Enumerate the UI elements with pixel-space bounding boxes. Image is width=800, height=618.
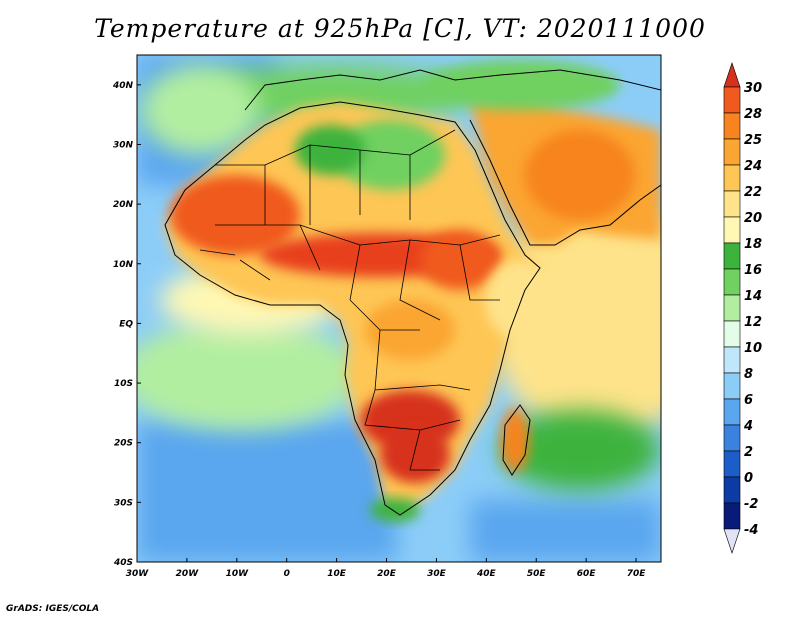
colorbar-swatch (723, 450, 741, 478)
colorbar-label: -4 (744, 523, 758, 538)
colorbar-label: 12 (744, 315, 762, 330)
colorbar-label: 22 (744, 185, 762, 200)
colorbar-swatch (723, 268, 741, 296)
colorbar-label: 6 (744, 393, 753, 408)
colorbar-swatch (723, 320, 741, 348)
green-libya (295, 125, 365, 175)
colorbar-swatch (723, 190, 741, 218)
hot-arabia (525, 130, 635, 220)
colorbar-label: 8 (744, 367, 753, 382)
green-south-indian (500, 410, 660, 490)
x-tick-label: 20W (176, 569, 200, 579)
y-tick-label: 20N (113, 200, 134, 210)
colorbar-swatch (723, 242, 741, 270)
cold-south-atlantic (137, 420, 397, 562)
colorbar-swatch (723, 112, 741, 140)
colorbar-label: 25 (744, 133, 762, 148)
green-cape (370, 498, 420, 522)
colorbar-label: 16 (744, 263, 762, 278)
colorbar-swatch (723, 476, 741, 504)
country-borders (199, 129, 501, 471)
x-tick-label: 20E (377, 569, 397, 579)
europe-coastline (244, 69, 661, 111)
cool-atlantic-band (137, 320, 360, 430)
warm-indian-ocean (490, 200, 661, 440)
x-tick-label: 40E (476, 569, 497, 579)
colorbar-swatch (723, 502, 741, 530)
green-europe (420, 60, 620, 110)
y-tick-label: 30S (114, 498, 133, 508)
x-tick-label: 30W (126, 569, 150, 579)
colorbar-label: 14 (744, 289, 762, 304)
colorbar-label: 18 (744, 237, 762, 252)
colorbar-swatch (723, 424, 741, 452)
colorbar-label: 4 (743, 419, 753, 434)
colorbar-label: 0 (744, 471, 753, 486)
x-tick-label: 0 (284, 569, 290, 579)
warm-east-horn (485, 260, 555, 340)
colorbar-label: 20 (744, 211, 762, 226)
colorbar-label: -2 (744, 497, 758, 512)
y-tick-label: 40N (112, 81, 134, 91)
x-tick-label: 50E (527, 569, 547, 579)
colorbar-label: 30 (744, 81, 762, 96)
colorbar-swatch (723, 372, 741, 400)
colorbar-swatch (723, 164, 741, 192)
colorbar-swatch (723, 86, 741, 114)
green-north-africa (335, 120, 445, 190)
colorbar-top-arrow (723, 62, 741, 88)
colorbar-label: 2 (744, 445, 753, 460)
arabia-coastline (469, 119, 661, 246)
colorbar-swatch (723, 346, 741, 374)
x-tick-label: 10E (327, 569, 347, 579)
cool-north-coast (140, 65, 260, 155)
africa-coastline (164, 101, 541, 516)
map-title: Temperature at 925hPa [C], VT: 202011100… (94, 14, 706, 43)
hot-sahel-west (170, 175, 300, 255)
madagascar-land (501, 408, 529, 472)
temperature-field (137, 55, 661, 562)
hot-central-east (420, 230, 500, 290)
colorbar-label: 24 (744, 159, 762, 174)
colorbar-bottom-arrow (723, 528, 741, 554)
y-tick-label: EQ (119, 319, 133, 329)
y-tick-label: 30N (113, 140, 134, 150)
plot-frame (136, 54, 662, 563)
colorbar-swatch (723, 294, 741, 322)
x-tick-label: 70E (627, 569, 647, 579)
hot-kalahari (380, 427, 450, 483)
x-tick-label: 10W (226, 569, 250, 579)
y-tick-label: 10N (113, 260, 134, 270)
x-tick-label: 60E (577, 569, 597, 579)
grads-credit: GrADS: IGES/COLA (6, 604, 100, 614)
colorbar-swatch (723, 216, 741, 244)
y-tick-label: 40S (113, 558, 133, 568)
colorbar-swatch (723, 138, 741, 166)
x-tick-label: 30E (427, 569, 447, 579)
colorbar-label: 28 (744, 107, 762, 122)
map-axes: 30W 20W 10W 0 10E 20E 30E 40E 50E 60E 70E 40N 30N 20N… (112, 81, 646, 579)
y-tick-label: 20S (114, 439, 133, 449)
madagascar-coastline (502, 404, 531, 476)
colorbar-label: 10 (744, 341, 762, 356)
cold-south-indian (470, 500, 661, 562)
colorbar-swatch (723, 398, 741, 426)
y-tick-label: 10S (114, 379, 133, 389)
